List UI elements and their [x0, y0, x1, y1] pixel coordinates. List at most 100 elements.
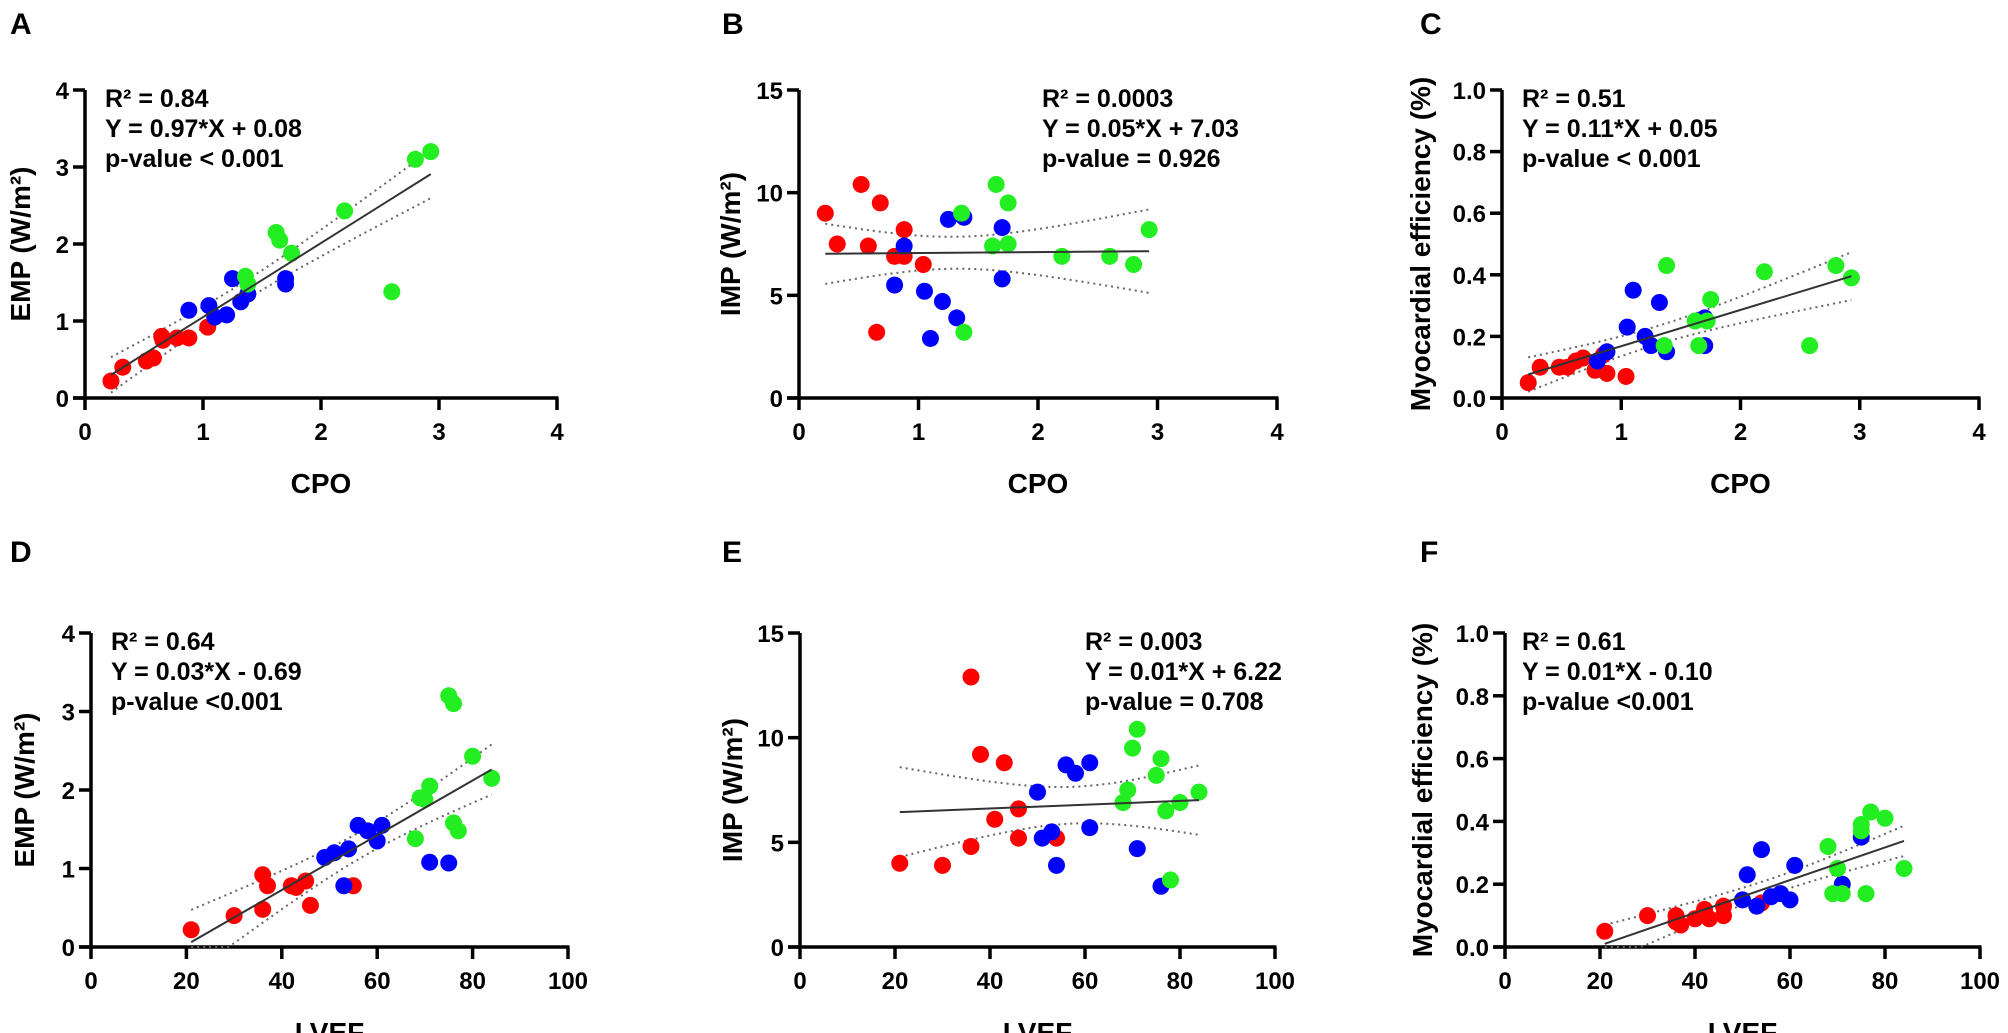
data-point [999, 194, 1017, 212]
regression-line [899, 799, 1200, 814]
y-tick-label: 0.0 [1456, 935, 1489, 962]
y-tick-label: 10 [756, 181, 783, 208]
data-point [953, 204, 971, 222]
data-point [336, 202, 354, 220]
data-point [102, 372, 120, 390]
data-point [933, 292, 951, 310]
stats-annotation: Y = 0.03*X - 0.69 [111, 658, 302, 686]
data-point [1081, 819, 1099, 837]
y-tick-label: 5 [771, 830, 784, 857]
data-point [1618, 318, 1636, 336]
x-tick-label: 3 [432, 419, 445, 446]
data-point [1598, 364, 1616, 382]
x-tick-label: 100 [1960, 968, 2000, 995]
panel-e: E 0 20 40 60 80 100 0 5 10 15 LVEF IMP (W/m²) R² = 0.… [717, 536, 1295, 1033]
x-tick-label: 2 [314, 419, 327, 446]
data-point [301, 896, 319, 914]
ci-upper-band [1527, 251, 1852, 359]
data-point [955, 323, 973, 341]
x-tick-label: 60 [1072, 968, 1099, 995]
data-point [168, 329, 186, 347]
data-point [999, 235, 1017, 253]
stats-annotation: R² = 0.003 [1085, 628, 1202, 656]
data-point [1147, 766, 1165, 784]
y-tick-label: 15 [757, 621, 784, 648]
ci-upper-band [190, 743, 493, 911]
x-tick-label: 2 [1031, 419, 1044, 446]
stats-annotation: Y = 0.97*X + 0.08 [105, 115, 302, 143]
panel-d: D 0 20 40 60 80 100 0 1 2 3 4 LVEF EMP (W/m²) R² = 0.6… [9, 536, 588, 1033]
y-tick-label: 1.0 [1453, 78, 1486, 105]
x-tick-label: 4 [550, 419, 564, 446]
data-point [1598, 343, 1616, 361]
regression-line [825, 250, 1150, 255]
data-point [1128, 720, 1146, 738]
ci-upper-band [110, 149, 432, 359]
panel-letter: F [1420, 536, 1438, 569]
x-tick-label: 40 [977, 968, 1004, 995]
data-point [914, 256, 932, 274]
data-point [895, 221, 913, 239]
data-point [1755, 263, 1773, 281]
regression-line [190, 768, 493, 943]
data-point [406, 830, 424, 848]
x-axis-title: LVEF [295, 1017, 364, 1033]
data-point [1048, 856, 1065, 874]
data-point [335, 877, 353, 895]
x-tick-label: 40 [268, 968, 295, 995]
panel-letter: C [1420, 8, 1442, 41]
y-tick-label: 15 [756, 78, 783, 105]
y-tick-label: 4 [62, 621, 76, 648]
stats-annotation: p-value = 0.926 [1042, 145, 1221, 173]
data-point [1519, 374, 1537, 392]
x-tick-label: 0 [84, 968, 97, 995]
y-axis-title: Myocardial efficiency (%) [1407, 623, 1438, 958]
y-tick-label: 0.8 [1456, 684, 1489, 711]
data-point [984, 237, 1002, 255]
stats-annotation: R² = 0.61 [1522, 628, 1626, 656]
data-point [1639, 907, 1656, 925]
x-tick-label: 60 [1777, 968, 1804, 995]
data-point [1801, 337, 1819, 355]
x-tick-label: 100 [548, 968, 588, 995]
data-point [891, 854, 909, 872]
y-axis-title: IMP (W/m²) [717, 718, 748, 862]
data-point [859, 237, 877, 255]
data-point [224, 270, 241, 288]
x-tick-label: 0 [1495, 419, 1508, 446]
data-point [1700, 910, 1718, 928]
regression-line [1604, 839, 1905, 945]
panel-a: A 0 1 2 3 4 0 1 2 3 4 CPO EMP (W/m²) R² = 0.84Y = 0.9… [5, 8, 564, 499]
data-point [948, 309, 966, 327]
stats-annotation: Y = 0.11*X + 0.05 [1522, 115, 1718, 143]
stats-annotation: Y = 0.05*X + 7.03 [1042, 115, 1239, 143]
x-tick-label: 3 [1151, 419, 1164, 446]
data-point [1658, 257, 1676, 275]
x-tick-label: 100 [1255, 968, 1295, 995]
regression-line [110, 173, 432, 376]
y-tick-label: 0.6 [1456, 747, 1489, 774]
panel-letter: E [722, 536, 742, 569]
y-tick-label: 0 [56, 386, 69, 413]
x-axis-title: CPO [1008, 468, 1069, 499]
data-point [1190, 783, 1208, 801]
y-tick-label: 0.2 [1453, 324, 1486, 351]
data-point [1043, 823, 1061, 841]
data-point [297, 872, 315, 890]
data-point [1010, 829, 1027, 847]
data-point [1125, 256, 1143, 274]
data-point [421, 777, 439, 795]
data-point [1101, 247, 1119, 265]
stats-annotation: p-value = 0.708 [1085, 688, 1264, 716]
x-tick-label: 0 [793, 968, 806, 995]
stats-annotation: Y = 0.01*X - 0.10 [1522, 658, 1713, 686]
y-tick-label: 3 [62, 700, 75, 727]
stats-annotation: Y = 0.01*X + 6.22 [1085, 658, 1282, 686]
x-tick-label: 1 [912, 419, 925, 446]
data-point [1171, 794, 1189, 812]
ci-lower-band [825, 267, 1150, 294]
stats-annotation: R² = 0.0003 [1042, 85, 1173, 113]
data-point [144, 349, 162, 367]
